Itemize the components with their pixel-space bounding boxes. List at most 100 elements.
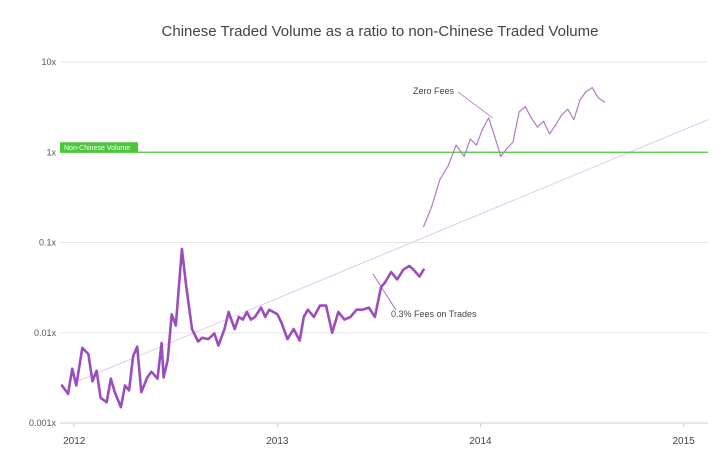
reference-badge: [60, 142, 138, 153]
data-point: [91, 380, 94, 382]
data-point: [331, 332, 333, 334]
data-point: [573, 119, 575, 121]
reference-label: Non-Chinese Volume: [64, 145, 130, 152]
y-tick-label: 0.01x: [34, 328, 57, 338]
data-point: [114, 391, 116, 393]
data-point: [469, 138, 471, 140]
data-point: [268, 309, 270, 311]
axis-layer: 10x 1x 0.1x 0.01x 0.001x 2012 2013 2014 2015: [29, 57, 708, 447]
data-point: [597, 97, 599, 99]
data-point: [561, 114, 563, 116]
chart-title: Chinese Traded Volume as a ratio to non-…: [162, 23, 599, 40]
data-point: [530, 117, 532, 119]
data-point: [455, 144, 457, 146]
data-point: [603, 101, 606, 103]
data-point: [67, 393, 69, 395]
data-point: [254, 316, 256, 318]
data-point: [246, 311, 248, 313]
data-point: [167, 359, 169, 361]
data-point: [146, 376, 148, 379]
y-tick-label: 0.001x: [29, 418, 57, 428]
data-point: [299, 339, 301, 342]
data-point: [555, 124, 557, 126]
data-point: [412, 269, 415, 271]
data-point: [307, 309, 309, 311]
data-point: [475, 144, 478, 146]
data-point: [343, 318, 345, 321]
data-point: [447, 165, 449, 167]
data-point: [191, 328, 193, 330]
gridlines: [60, 61, 708, 424]
series-layer: [60, 86, 606, 409]
trend-line: [74, 119, 709, 384]
trend-layer: [74, 119, 709, 384]
data-point: [548, 133, 551, 135]
data-point: [207, 338, 209, 340]
data-point: [439, 178, 441, 181]
reference-layer: Non-Chinese Volume: [60, 142, 708, 153]
data-point: [524, 106, 526, 108]
data-point: [362, 309, 364, 311]
data-point: [61, 384, 63, 387]
data-point: [463, 155, 465, 157]
data-point: [264, 316, 266, 318]
data-point: [313, 316, 315, 318]
y-tick-label: 0.1x: [39, 238, 57, 248]
data-point: [136, 346, 138, 348]
data-point: [536, 126, 538, 128]
data-point: [197, 340, 199, 343]
data-point: [120, 406, 122, 408]
data-point: [162, 376, 165, 379]
annotation-fees: 0.3% Fees on Trades: [391, 309, 477, 319]
data-point: [506, 147, 508, 150]
data-point: [156, 378, 159, 380]
data-point: [390, 271, 392, 273]
data-point: [228, 311, 230, 313]
series-line-thin: [423, 86, 606, 228]
data-point: [201, 337, 203, 339]
data-point: [423, 269, 425, 271]
x-tick-label: 2012: [63, 436, 86, 447]
x-tick-label: 2015: [672, 436, 695, 447]
data-point: [384, 281, 386, 284]
data-point: [368, 306, 370, 309]
data-point: [171, 313, 173, 315]
series-line-thick: [60, 247, 425, 409]
data-point: [585, 90, 587, 93]
data-point: [500, 155, 502, 157]
data-point: [591, 87, 593, 89]
data-point: [160, 342, 163, 344]
data-point: [303, 316, 305, 318]
y-tick-label: 10x: [41, 57, 56, 67]
data-point: [238, 316, 240, 318]
data-point: [431, 205, 433, 208]
data-point: [217, 345, 220, 347]
data-point: [110, 378, 112, 380]
x-tick-label: 2013: [266, 436, 289, 447]
data-point: [75, 384, 77, 387]
data-point: [223, 328, 226, 330]
data-point: [319, 304, 321, 307]
data-point: [185, 283, 187, 285]
data-point: [140, 391, 142, 393]
data-point: [512, 141, 514, 143]
x-tick-label: 2014: [469, 436, 492, 447]
data-point: [250, 318, 252, 321]
data-point: [124, 384, 126, 387]
data-point: [518, 111, 520, 113]
data-point: [423, 226, 425, 228]
data-point: [567, 108, 569, 110]
data-point: [293, 328, 295, 330]
annotation-zero-fees: Zero Fees: [413, 86, 455, 96]
data-point: [106, 401, 108, 403]
data-point: [374, 316, 376, 318]
data-point: [128, 389, 130, 391]
data-point: [272, 311, 274, 313]
data-point: [396, 278, 398, 281]
data-point: [481, 128, 484, 130]
data-point: [402, 269, 404, 271]
data-point: [286, 338, 289, 340]
data-point: [325, 304, 327, 307]
data-point: [349, 316, 352, 318]
